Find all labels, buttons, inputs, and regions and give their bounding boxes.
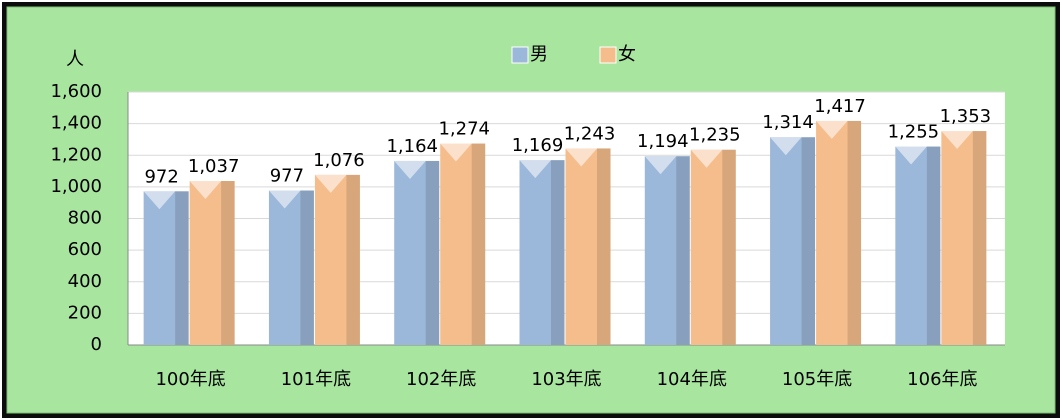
bar-shade: [551, 160, 565, 345]
bar: [770, 137, 816, 345]
bar-shade: [676, 156, 690, 345]
bar: [189, 181, 235, 345]
bar-top: [143, 191, 176, 210]
data-label: 1,169: [512, 135, 564, 156]
bar: [394, 160, 440, 345]
data-label: 1,255: [888, 122, 940, 143]
bar-top: [895, 146, 927, 165]
bar-shade: [300, 190, 314, 345]
legend-swatch: [511, 46, 529, 64]
bar-top: [189, 181, 222, 200]
y-tick-label: 0: [91, 334, 102, 355]
y-tick-label: 800: [68, 208, 102, 229]
y-tick-label: 1,200: [50, 144, 102, 165]
x-tick-label: 101年底: [281, 369, 351, 390]
bar: [644, 156, 690, 345]
data-label: 1,235: [689, 125, 741, 146]
bar-shade: [221, 181, 235, 345]
x-tick-label: 105年底: [782, 369, 852, 390]
bar: [816, 120, 862, 345]
bar: [314, 174, 360, 345]
data-label: 1,417: [814, 96, 866, 117]
bar: [941, 131, 987, 345]
bar-top: [941, 131, 973, 150]
data-label: 1,037: [188, 156, 240, 177]
data-label: 1,164: [386, 136, 438, 157]
x-tick-label: 100年底: [155, 369, 225, 390]
bar-top: [816, 120, 848, 139]
bar-shade: [722, 149, 736, 345]
y-axis-label: 人: [66, 49, 84, 70]
y-tick-label: 600: [68, 239, 102, 260]
y-tick-label: 1,000: [50, 176, 102, 197]
bar-shade: [425, 160, 440, 345]
data-label: 977: [270, 166, 304, 187]
bar-top: [440, 143, 472, 162]
bar-shade: [346, 174, 360, 345]
x-tick-label: 104年底: [657, 369, 727, 390]
bar: [690, 149, 736, 345]
bar-top: [394, 160, 426, 179]
bar-shade: [175, 191, 189, 345]
bar-shade: [926, 146, 941, 345]
bar-top: [690, 149, 723, 168]
bar: [519, 160, 565, 345]
data-label: 1,076: [313, 150, 365, 171]
bar-top: [770, 137, 802, 156]
bar: [440, 143, 486, 345]
bar-top: [268, 190, 301, 209]
data-label: 972: [144, 166, 178, 187]
bar: [565, 148, 611, 345]
bar: [268, 190, 314, 345]
y-tick-label: 1,400: [50, 113, 102, 134]
bar-top: [644, 156, 677, 175]
bar-shade: [597, 148, 611, 345]
x-tick-label: 102年底: [406, 369, 476, 390]
x-tick-label: 106年底: [907, 369, 977, 390]
bar-top: [314, 174, 347, 193]
bar: [143, 191, 189, 345]
legend-label: 男: [530, 44, 548, 65]
data-label: 1,243: [564, 123, 616, 144]
bar-top: [565, 148, 597, 167]
bar-shade: [471, 143, 486, 345]
data-label: 1,353: [940, 106, 992, 127]
bar-shade: [801, 137, 816, 345]
y-tick-label: 400: [68, 271, 102, 292]
data-label: 1,314: [762, 112, 814, 133]
bar-shade: [847, 120, 862, 345]
legend-swatch: [599, 46, 617, 64]
y-tick-label: 200: [68, 302, 102, 323]
legend-label: 女: [618, 44, 636, 65]
x-tick-label: 103年底: [531, 369, 601, 390]
bar: [895, 146, 941, 345]
bar-shade: [972, 131, 987, 345]
bar-top: [519, 160, 551, 179]
data-label: 1,194: [637, 131, 689, 152]
y-tick-label: 1,600: [50, 81, 102, 102]
data-label: 1,274: [438, 119, 490, 140]
